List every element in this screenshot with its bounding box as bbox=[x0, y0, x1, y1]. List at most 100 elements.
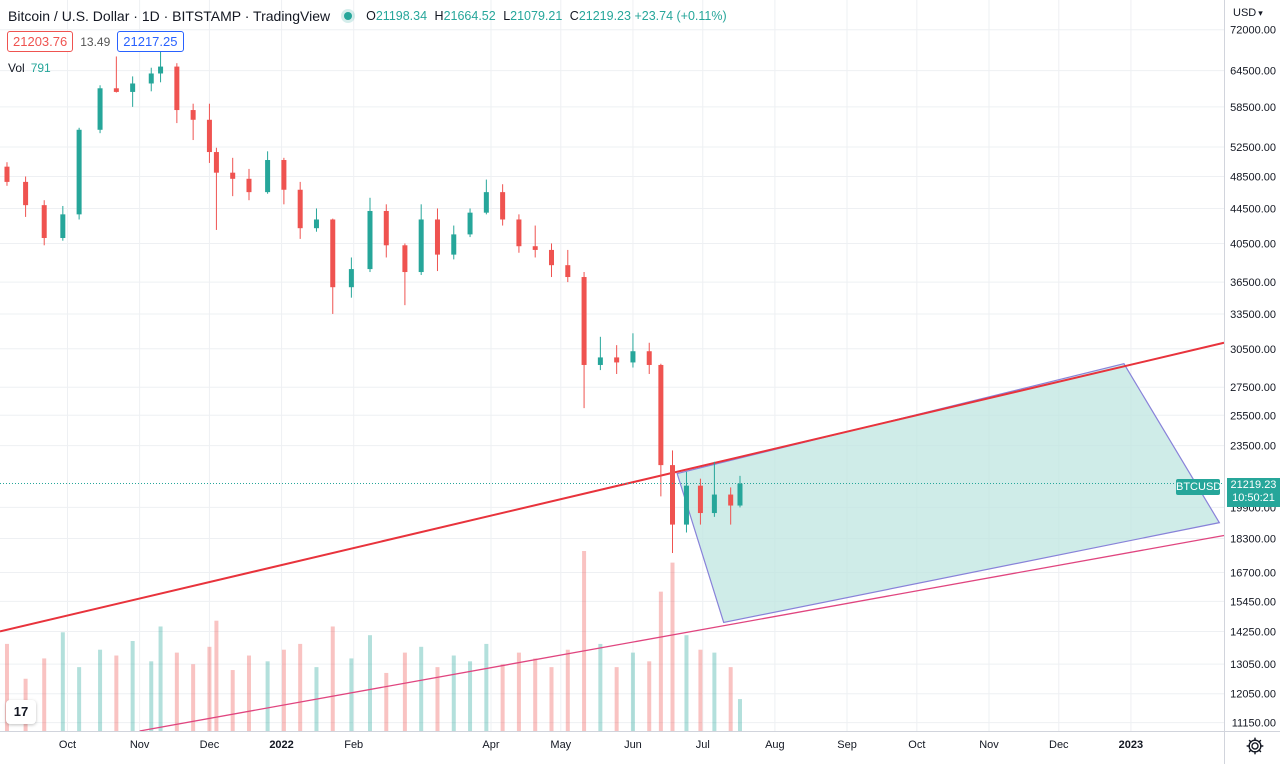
candle-body bbox=[130, 83, 136, 92]
price-axis-label: 40500.00 bbox=[1230, 238, 1276, 250]
volume-bar bbox=[500, 664, 505, 731]
candle-body bbox=[402, 245, 408, 273]
candle-body bbox=[348, 269, 354, 288]
volume-bar bbox=[330, 626, 335, 731]
volume-bar bbox=[367, 635, 372, 731]
candle-body bbox=[581, 277, 587, 365]
volume-bar bbox=[533, 658, 538, 731]
candle-body bbox=[158, 66, 164, 74]
candle-body bbox=[548, 249, 554, 266]
candle-body bbox=[697, 485, 703, 514]
candle-body bbox=[190, 110, 196, 120]
candle-body bbox=[4, 166, 10, 182]
time-axis-label: Oct bbox=[908, 739, 925, 751]
time-axis-label: Aug bbox=[765, 739, 785, 751]
buy-button[interactable]: 21217.25 bbox=[117, 31, 184, 52]
volume-bar bbox=[191, 664, 196, 731]
price-axis-label: 23500.00 bbox=[1230, 441, 1276, 453]
time-axis-label: May bbox=[550, 739, 571, 751]
volume-bar bbox=[728, 667, 733, 731]
open-value: 21198.34 bbox=[375, 9, 428, 23]
candle-body bbox=[418, 219, 424, 273]
time-axis-label: Jul bbox=[696, 739, 710, 751]
candle-body bbox=[41, 205, 47, 238]
volume-bar bbox=[630, 652, 635, 731]
time-axis-label: Dec bbox=[1049, 739, 1069, 751]
candle-body bbox=[532, 246, 538, 250]
price-axis-label: 27500.00 bbox=[1230, 382, 1276, 394]
candle-body bbox=[565, 265, 571, 278]
tradingview-logo-icon[interactable]: 17 bbox=[6, 700, 36, 724]
price-axis-label: 36500.00 bbox=[1230, 277, 1276, 289]
candle-body bbox=[213, 152, 219, 173]
symbol-price-tag: BTCUSD bbox=[1176, 479, 1222, 495]
time-axis-label: Feb bbox=[344, 739, 363, 751]
candle-body bbox=[60, 214, 66, 238]
spread-value: 13.49 bbox=[80, 34, 111, 49]
low-value: 21079.21 bbox=[510, 9, 563, 23]
volume-bar bbox=[60, 632, 65, 731]
volume-bar bbox=[598, 643, 603, 731]
ohlc-values: O21198.34 H21664.52 L21079.21 C21219.23 … bbox=[362, 9, 727, 23]
volume-bar bbox=[384, 672, 389, 731]
volume-bar bbox=[419, 646, 424, 731]
time-axis-divider bbox=[0, 731, 1280, 732]
volume-bar bbox=[42, 658, 47, 731]
volume-bar bbox=[737, 699, 742, 731]
volume-bar bbox=[281, 649, 286, 731]
volume-bar bbox=[614, 667, 619, 731]
candle-body bbox=[516, 219, 522, 247]
volume-bar bbox=[565, 649, 570, 731]
candle-body bbox=[23, 181, 29, 206]
price-axis-label: 13050.00 bbox=[1230, 659, 1276, 671]
time-axis-label: 2023 bbox=[1119, 739, 1143, 751]
symbol-title[interactable]: Bitcoin / U.S. Dollar · 1D · BITSTAMP · … bbox=[8, 8, 331, 24]
chart-legend: Bitcoin / U.S. Dollar · 1D · BITSTAMP · … bbox=[8, 6, 727, 26]
volume-label: Vol bbox=[8, 61, 25, 75]
projection-shape bbox=[676, 363, 1221, 624]
candle-body bbox=[434, 219, 440, 255]
price-axis-label: 58500.00 bbox=[1230, 102, 1276, 114]
high-value: 21664.52 bbox=[443, 9, 496, 23]
close-value: 21219.23 bbox=[578, 9, 631, 23]
status-dot-icon bbox=[344, 12, 353, 20]
volume-bar bbox=[298, 643, 303, 731]
time-axis-label: Dec bbox=[200, 739, 220, 751]
candle-body bbox=[281, 160, 287, 190]
volume-bar bbox=[130, 641, 135, 731]
price-axis-label: 12050.00 bbox=[1230, 689, 1276, 701]
volume-bar bbox=[149, 661, 154, 731]
candle-body bbox=[148, 73, 154, 84]
volume-bar bbox=[77, 667, 82, 731]
price-axis-label: 11150.00 bbox=[1232, 718, 1276, 730]
volume-legend[interactable]: Vol 791 bbox=[8, 61, 51, 75]
volume-bar bbox=[712, 652, 717, 731]
currency-selector[interactable]: USD bbox=[1233, 7, 1263, 19]
volume-bar bbox=[658, 591, 663, 731]
gear-icon[interactable] bbox=[1244, 735, 1266, 757]
change-value: +23.74 (+0.11%) bbox=[634, 9, 727, 23]
candle-body bbox=[174, 66, 180, 111]
sell-button[interactable]: 21203.76 bbox=[7, 31, 74, 52]
high-label: H bbox=[434, 9, 444, 23]
open-label: O bbox=[366, 9, 376, 23]
candle-body bbox=[683, 485, 689, 525]
low-label: L bbox=[503, 9, 511, 23]
candle-body bbox=[711, 494, 717, 514]
candle-body bbox=[451, 234, 457, 255]
last-price-value: 21219.23 bbox=[1230, 479, 1277, 491]
close-label: C bbox=[569, 9, 579, 23]
volume-bar bbox=[435, 667, 440, 731]
candle-body bbox=[383, 210, 389, 246]
price-axis-label: 64500.00 bbox=[1230, 66, 1276, 78]
time-axis-label: Jun bbox=[624, 739, 642, 751]
volume-bar bbox=[451, 655, 456, 731]
price-axis-label: 44500.00 bbox=[1230, 203, 1276, 215]
candle-body bbox=[230, 172, 236, 179]
candle-body bbox=[670, 465, 676, 525]
candle-body bbox=[206, 119, 212, 153]
candle-body bbox=[630, 351, 636, 363]
volume-bar bbox=[246, 655, 251, 731]
